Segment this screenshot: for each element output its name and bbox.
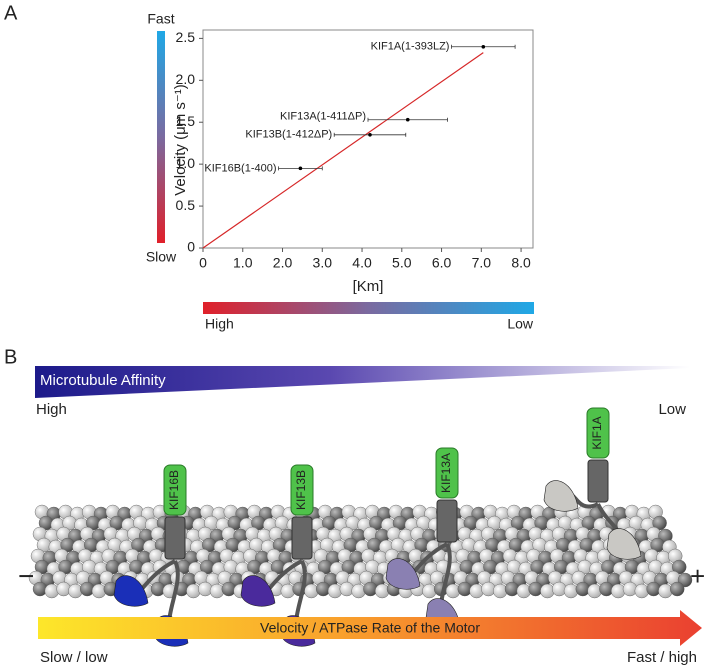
tubulin bbox=[672, 559, 687, 575]
plus-end: + bbox=[690, 561, 705, 591]
affinity-label: High bbox=[36, 401, 67, 418]
motors: KIF16B KIF13B KIF13A KIF1A bbox=[113, 407, 642, 647]
y-tick-label: 2.5 bbox=[176, 29, 196, 45]
point-label: KIF1A(1-393LZ) bbox=[371, 41, 450, 53]
y-tick-label: 1.5 bbox=[176, 113, 196, 129]
x-tick-label: 7.0 bbox=[472, 255, 492, 271]
stalk bbox=[291, 516, 313, 560]
colorbar-label: Slow bbox=[146, 249, 177, 265]
x-tick-label: 6.0 bbox=[432, 255, 452, 271]
y-tick-label: 0.5 bbox=[176, 197, 196, 213]
y-tick-label: 2.0 bbox=[176, 71, 196, 87]
motor-head bbox=[385, 558, 421, 590]
affinity-title: Microtubule Affinity bbox=[40, 372, 166, 389]
point bbox=[298, 166, 303, 171]
y-tick-label: 1.0 bbox=[176, 155, 196, 171]
arrow-label: Slow / low bbox=[40, 649, 108, 666]
y-tick-label: 0 bbox=[187, 239, 195, 255]
x-tick-label: 3.0 bbox=[313, 255, 333, 271]
motor-name: KIF16B bbox=[167, 470, 181, 510]
x-axis-label: [Km] bbox=[353, 278, 384, 295]
point bbox=[481, 44, 486, 49]
panel-label: B bbox=[4, 346, 17, 368]
affinity-label: Low bbox=[658, 401, 686, 418]
motor-tag bbox=[163, 464, 187, 516]
x-tick-label: 0 bbox=[199, 255, 207, 271]
point bbox=[405, 117, 410, 122]
minus-end: − bbox=[18, 560, 34, 591]
plot-frame bbox=[202, 29, 534, 249]
point-label: KIF13B(1-412ΔP) bbox=[245, 129, 332, 141]
colorbar-label: Low bbox=[507, 316, 534, 332]
y-axis-label: Velocity (μm s⁻¹) bbox=[172, 84, 189, 196]
point-label: KIF13A(1-411ΔP) bbox=[280, 111, 366, 123]
x-tick-label: 5.0 bbox=[392, 255, 412, 271]
panel-label: A bbox=[4, 2, 18, 24]
fit-line bbox=[202, 52, 484, 249]
motor-tag bbox=[586, 407, 610, 459]
motor-name: KIF13B bbox=[294, 470, 308, 510]
x-tick-label: 2.0 bbox=[273, 255, 293, 271]
x-tick-label: 1.0 bbox=[233, 255, 253, 271]
motor-name: KIF1A bbox=[590, 416, 604, 449]
arrow-title: Velocity / ATPase Rate of the Motor bbox=[260, 620, 480, 636]
colorbar-label: Fast bbox=[147, 11, 174, 27]
affinity-wedge bbox=[35, 366, 690, 398]
velocity-arrow bbox=[38, 610, 702, 646]
km-colorbar bbox=[203, 302, 534, 314]
x-tick-label: 4.0 bbox=[352, 255, 372, 271]
motor-head bbox=[606, 528, 642, 560]
motor-tag bbox=[435, 447, 459, 499]
tubulin bbox=[652, 515, 667, 531]
stalk bbox=[587, 459, 609, 503]
tubulin bbox=[670, 581, 685, 597]
motor-head bbox=[113, 575, 149, 607]
stalk bbox=[436, 499, 458, 543]
motor-head bbox=[240, 575, 276, 607]
x-tick-label: 8.0 bbox=[511, 255, 531, 271]
arrow-label: Fast / high bbox=[627, 649, 697, 666]
colorbar-label: High bbox=[205, 316, 234, 332]
stalk bbox=[164, 516, 186, 560]
speed-colorbar bbox=[157, 31, 165, 243]
point-label: KIF16B(1-400) bbox=[204, 162, 276, 174]
point bbox=[368, 133, 372, 137]
motor-head bbox=[543, 480, 579, 512]
motor-name: KIF13A bbox=[439, 453, 453, 493]
motor-tag bbox=[290, 464, 314, 516]
